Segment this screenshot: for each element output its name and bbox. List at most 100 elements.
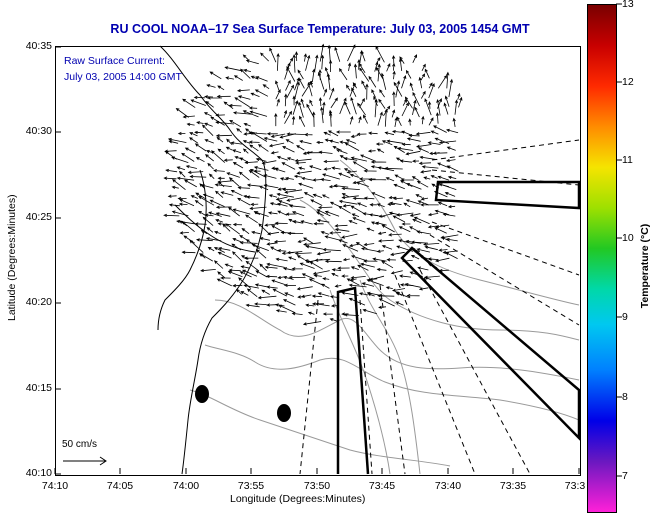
current-vector (443, 102, 449, 115)
current-vector (288, 275, 306, 279)
current-vector (255, 157, 267, 162)
current-vector (206, 227, 214, 233)
current-vector (435, 224, 450, 229)
current-vector (309, 99, 313, 107)
current-vector (330, 304, 339, 308)
current-vector (320, 54, 325, 70)
current-vector (390, 270, 403, 275)
current-vector (299, 140, 312, 145)
current-vector (329, 295, 340, 299)
current-vector (348, 297, 366, 306)
coastline (174, 204, 256, 253)
current-vector (171, 185, 179, 190)
current-vector (204, 122, 213, 127)
current-vector (167, 137, 187, 143)
current-vector (296, 145, 305, 151)
current-vector (328, 59, 333, 72)
current-vector (409, 213, 421, 217)
current-vector (427, 212, 439, 217)
current-vector (430, 175, 438, 179)
current-vector (243, 68, 251, 73)
current-vector (255, 249, 267, 259)
current-vector (317, 72, 325, 90)
current-vector (181, 152, 195, 162)
current-vector (300, 220, 313, 225)
current-vector (291, 312, 303, 316)
current-vector (347, 44, 356, 62)
current-vector (254, 211, 269, 217)
current-vector (208, 211, 222, 217)
current-vector (287, 231, 304, 236)
current-vector (217, 176, 225, 180)
mask-outline (434, 180, 581, 210)
current-vector (216, 136, 224, 143)
current-vector (224, 263, 234, 268)
current-vector (226, 172, 240, 178)
y-tick-label: 40:30 (25, 125, 52, 137)
current-vector (415, 194, 423, 198)
current-vector (368, 213, 386, 218)
current-vector (368, 75, 377, 88)
colorbar-tick-label: 8 (622, 391, 628, 403)
current-vector (233, 75, 243, 81)
current-vector (288, 204, 306, 208)
current-vector (266, 285, 278, 289)
current-vector (323, 167, 332, 171)
current-vector (246, 195, 260, 199)
current-vector (446, 128, 459, 134)
current-vector (405, 69, 412, 79)
colorbar-tick-label: 12 (622, 76, 634, 88)
current-vector (388, 195, 397, 200)
current-vector (419, 155, 438, 161)
current-vector (276, 98, 280, 107)
current-vector (328, 139, 339, 144)
current-vector (316, 140, 324, 145)
current-vector (255, 270, 268, 278)
current-vector (423, 176, 431, 180)
current-vector (415, 131, 431, 136)
current-vector (371, 192, 386, 199)
current-vector (409, 82, 414, 92)
current-vector (416, 230, 432, 235)
current-vector (343, 157, 358, 161)
bathymetry-contour (359, 279, 421, 475)
current-vector (358, 116, 362, 124)
current-vector (365, 83, 369, 100)
current-vector (333, 184, 349, 188)
current-vector (236, 88, 250, 93)
current-vector (391, 288, 406, 292)
current-vector (284, 93, 288, 107)
current-vector (261, 289, 270, 295)
current-vector (251, 230, 261, 235)
current-vector (393, 81, 403, 97)
current-vector (317, 292, 330, 297)
current-vector (257, 144, 269, 152)
current-vector (323, 88, 327, 97)
current-vector (243, 123, 251, 127)
current-vector (424, 68, 430, 79)
current-vector (355, 242, 368, 250)
current-vector (445, 237, 458, 242)
current-vector (361, 282, 375, 287)
current-vector (303, 192, 314, 198)
current-vector (436, 99, 441, 116)
current-vector (363, 242, 375, 247)
x-axis-label: Longitude (Degrees:Minutes) (230, 493, 366, 505)
current-vector (249, 110, 268, 117)
current-vector (223, 101, 234, 110)
current-vector (349, 173, 359, 178)
current-vector (403, 202, 411, 208)
current-vector (296, 170, 312, 175)
current-vector (255, 76, 268, 82)
current-vector (259, 263, 267, 272)
current-vector (209, 71, 222, 80)
x-tick-label: 73:40 (434, 480, 462, 492)
current-vector (376, 267, 387, 272)
current-vector (350, 275, 366, 280)
current-vector (357, 102, 366, 116)
current-vector (301, 294, 312, 298)
current-vector (418, 161, 432, 165)
current-vector (361, 80, 367, 90)
current-vector (321, 283, 330, 289)
